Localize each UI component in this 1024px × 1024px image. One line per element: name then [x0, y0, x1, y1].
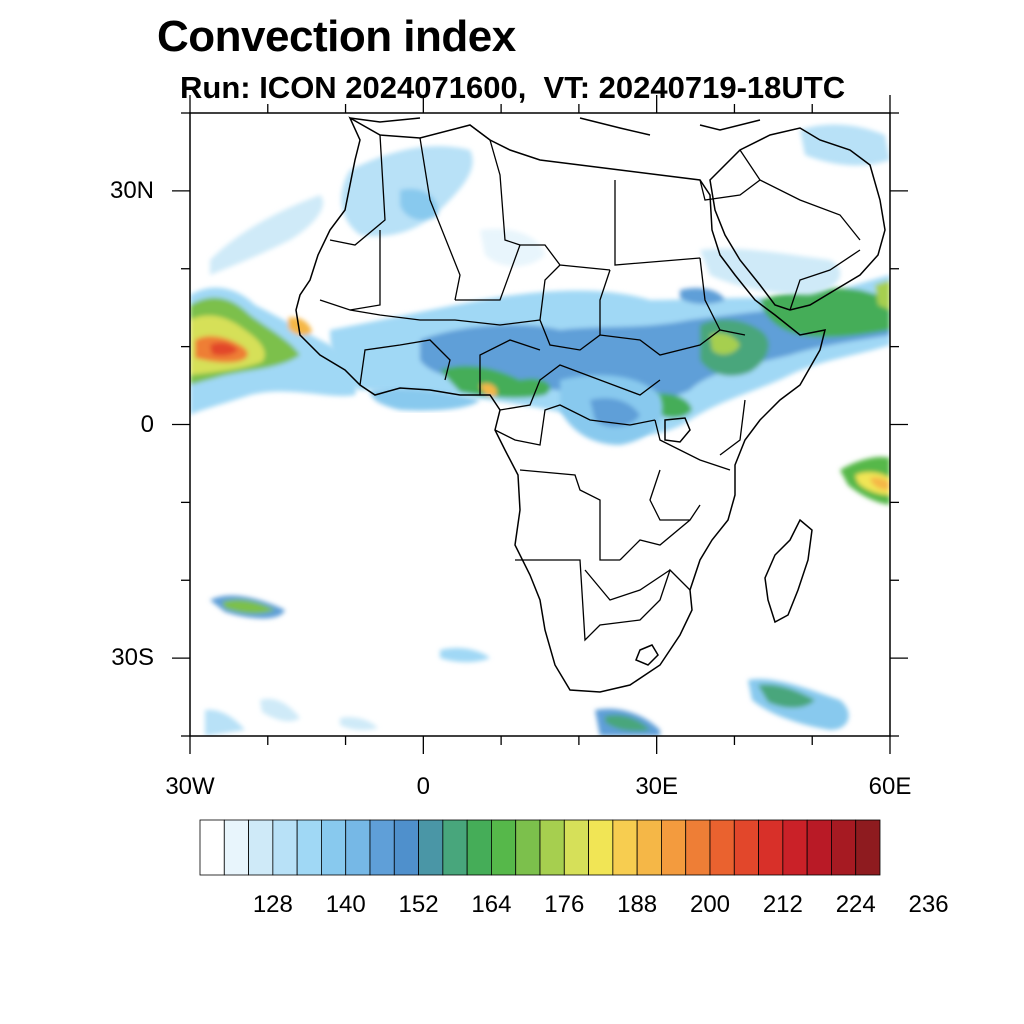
y-tick-label: 30S: [111, 644, 154, 672]
country-borders: [319, 124, 861, 642]
europe-coastline: [349, 117, 761, 136]
shade-north-africa: [210, 124, 890, 295]
shade-central-africa: [560, 375, 663, 445]
x-tick-label: 60E: [868, 773, 912, 800]
lake-victoria: [664, 417, 691, 443]
chart-title: Convection index: [157, 12, 516, 61]
shade-southern-ocean: [205, 595, 849, 736]
y-tick-label: 30N: [109, 176, 154, 204]
x-tick-label: 30E: [635, 773, 679, 800]
shade-indian-ocean: [840, 456, 890, 505]
coastlines: [295, 116, 886, 693]
x-tick-label: 30W: [165, 773, 215, 800]
lesotho-border: [635, 644, 659, 666]
africa-coastline: [295, 116, 827, 693]
arabia-coastline: [709, 127, 886, 311]
y-tick-label: 0: [140, 410, 154, 438]
convection-field: [190, 124, 890, 736]
shade-atlantic-band: [190, 287, 357, 415]
axis-ticks: [172, 95, 908, 754]
chart-subtitle: Run: ICON 2024071600, VT: 20240719-18UTC: [180, 70, 846, 105]
madagascar-coastline: [764, 518, 813, 624]
x-tick-label: 0: [416, 773, 430, 800]
